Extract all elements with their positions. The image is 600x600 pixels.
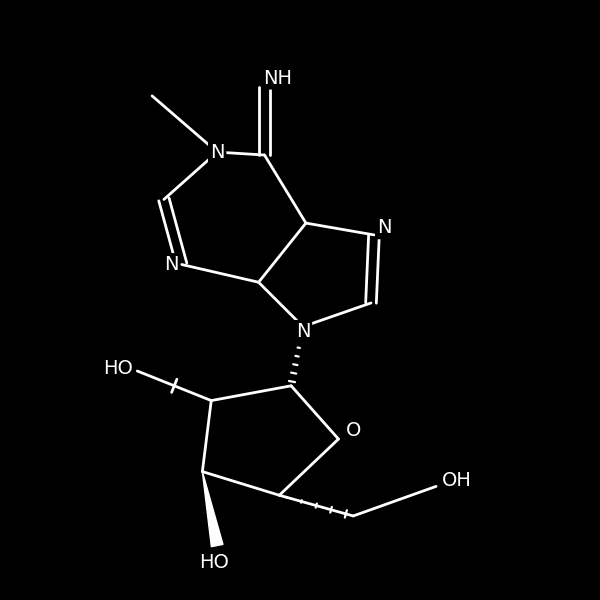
- Text: O: O: [346, 421, 361, 440]
- Text: HO: HO: [199, 553, 229, 572]
- Text: N: N: [296, 322, 310, 341]
- Text: NH: NH: [263, 68, 292, 88]
- Text: N: N: [377, 218, 392, 238]
- Text: N: N: [210, 143, 224, 161]
- Text: OH: OH: [442, 471, 472, 490]
- Text: N: N: [164, 255, 178, 274]
- Text: HO: HO: [103, 359, 133, 377]
- Polygon shape: [202, 472, 223, 547]
